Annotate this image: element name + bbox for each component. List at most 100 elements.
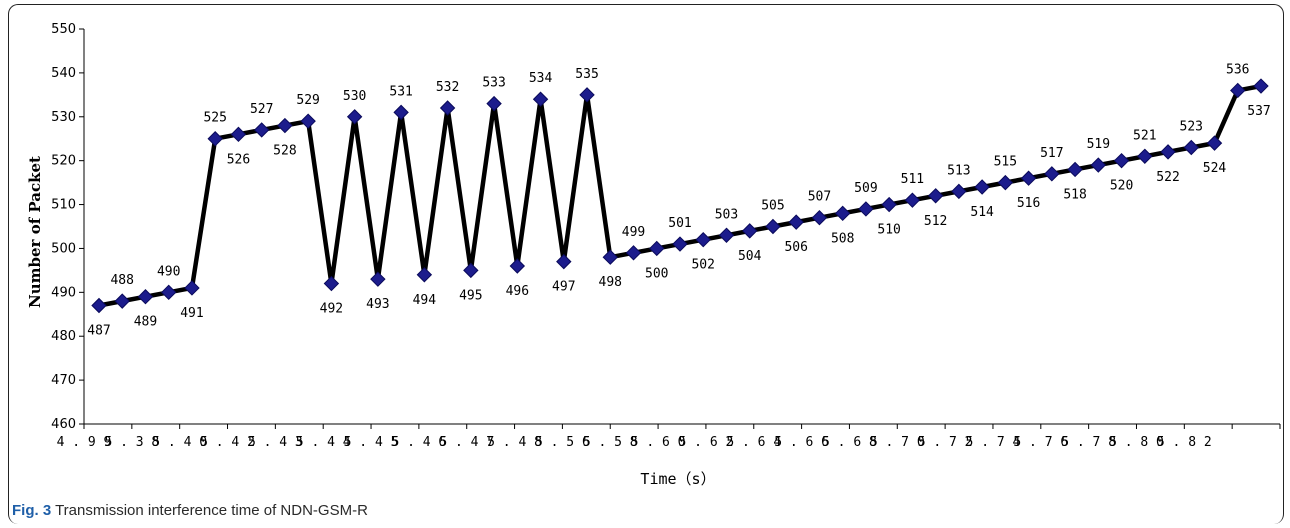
x-tick-label: 5 . 4 0 xyxy=(152,435,207,450)
data-label: 535 xyxy=(575,67,598,82)
x-tick-label: 5 . 6 0 xyxy=(631,435,686,450)
data-point-marker xyxy=(1090,157,1107,173)
data-point-marker xyxy=(393,104,409,121)
x-tick-label: 5 . 7 2 xyxy=(918,435,973,450)
data-label: 534 xyxy=(529,71,553,86)
data-label: 516 xyxy=(1017,196,1040,211)
x-tick-label: 5 . 7 6 xyxy=(1013,435,1068,450)
x-tick-label: 5 . 8 0 xyxy=(1109,435,1164,450)
data-point-marker xyxy=(788,214,804,230)
data-point-marker xyxy=(672,236,688,252)
data-label: 514 xyxy=(970,205,994,220)
data-label: 500 xyxy=(645,266,668,281)
y-tick-label: 510 xyxy=(51,198,76,213)
data-point-marker xyxy=(1206,135,1223,151)
x-tick-label: 5 . 6 6 xyxy=(774,435,829,450)
data-label: 508 xyxy=(831,231,854,246)
data-point-marker xyxy=(742,223,758,239)
data-point-marker xyxy=(927,188,944,204)
data-label: 528 xyxy=(273,144,296,159)
data-point-marker xyxy=(1230,82,1246,99)
data-point-marker xyxy=(486,95,502,112)
x-tick-label: 5 . 7 4 xyxy=(966,435,1021,450)
data-point-marker xyxy=(1253,78,1269,94)
markers-group xyxy=(91,78,1269,314)
data-label: 532 xyxy=(436,80,459,95)
data-point-marker xyxy=(161,284,177,301)
data-point-marker xyxy=(230,126,247,143)
x-tick-label: 5 . 6 8 xyxy=(822,435,877,450)
x-tick-label: 5 . 4 4 xyxy=(296,435,351,450)
y-tick-label: 550 xyxy=(51,22,76,37)
figure-caption: Fig. 3 Transmission interference time of… xyxy=(12,502,368,519)
data-point-marker xyxy=(1137,148,1153,164)
y-tick-label: 460 xyxy=(51,417,76,432)
x-tick-label: 5 . 5 8 xyxy=(583,435,638,450)
data-point-marker xyxy=(300,113,316,129)
data-point-marker xyxy=(1044,166,1060,182)
x-tick-label: 5 . 6 2 xyxy=(679,435,734,450)
data-point-marker xyxy=(137,289,154,305)
x-tick-label: 5 . 7 8 xyxy=(1061,435,1116,450)
data-point-marker xyxy=(1113,152,1130,169)
data-point-marker xyxy=(625,245,642,261)
data-label: 521 xyxy=(1133,128,1156,143)
data-label: 498 xyxy=(599,275,622,290)
data-label: 510 xyxy=(877,223,900,238)
x-axis-title: Time（s） xyxy=(640,470,715,488)
data-point-marker xyxy=(463,262,479,279)
data-label: 492 xyxy=(320,302,343,317)
data-label: 509 xyxy=(854,181,877,196)
data-label: 496 xyxy=(506,284,529,299)
data-point-marker xyxy=(91,297,107,314)
data-label: 530 xyxy=(343,89,366,104)
chart-axes xyxy=(83,29,1280,425)
data-point-marker xyxy=(811,210,828,226)
data-point-marker xyxy=(277,117,293,134)
y-tick-label: 520 xyxy=(51,154,76,169)
data-label: 527 xyxy=(250,102,273,117)
x-tick-label: 5 . 6 4 xyxy=(726,435,781,450)
data-label: 504 xyxy=(738,249,762,264)
y-tick-label: 490 xyxy=(51,285,76,300)
y-tick-label: 500 xyxy=(51,241,76,256)
data-label: 507 xyxy=(808,190,831,205)
data-label: 522 xyxy=(1156,170,1179,185)
data-point-marker xyxy=(602,249,618,265)
data-point-marker xyxy=(951,183,967,200)
figure-frame xyxy=(8,4,1284,524)
data-label: 513 xyxy=(947,163,970,178)
x-tick-label: 5 . 4 7 xyxy=(439,435,494,450)
data-point-marker xyxy=(532,91,549,107)
x-tick-label: 5 . 8 2 xyxy=(1157,435,1212,450)
data-label: 537 xyxy=(1247,104,1270,119)
data-point-marker xyxy=(346,109,363,125)
data-point-marker xyxy=(649,240,665,257)
data-label: 501 xyxy=(668,216,691,231)
x-tick-label: 5 . 7 0 xyxy=(870,435,925,450)
x-tick-label: 5 . 4 2 xyxy=(200,435,255,450)
figure-label: Fig. 3 xyxy=(12,502,52,519)
y-axis-ticks: 460 470 480 490 500 510 520 530 540 550 xyxy=(51,22,84,432)
data-label: 524 xyxy=(1203,161,1227,176)
data-point-marker xyxy=(323,275,340,292)
data-label: 515 xyxy=(994,155,1017,170)
figure-caption-text: Transmission interference time of NDN-GS… xyxy=(55,502,368,519)
data-point-marker xyxy=(509,258,526,274)
data-label: 511 xyxy=(901,172,924,187)
data-labels-group: 487 488 489 490 491 525 526 527 528 529 492 530 493 5… xyxy=(87,62,1270,338)
data-point-marker xyxy=(695,231,711,248)
x-tick-label: 5 . 4 3 xyxy=(248,435,303,450)
data-point-marker xyxy=(1067,161,1083,178)
data-point-marker xyxy=(765,218,781,235)
x-tick-label: 5 . 4 6 xyxy=(391,435,446,450)
x-tick-label: 5 . 3 8 xyxy=(104,435,159,450)
data-label: 499 xyxy=(622,225,645,240)
x-tick-label: 5 . 5 6 xyxy=(535,435,590,450)
data-point-marker xyxy=(556,253,572,270)
data-point-marker xyxy=(974,179,990,195)
data-point-marker xyxy=(184,280,200,296)
y-tick-label: 480 xyxy=(51,329,76,344)
